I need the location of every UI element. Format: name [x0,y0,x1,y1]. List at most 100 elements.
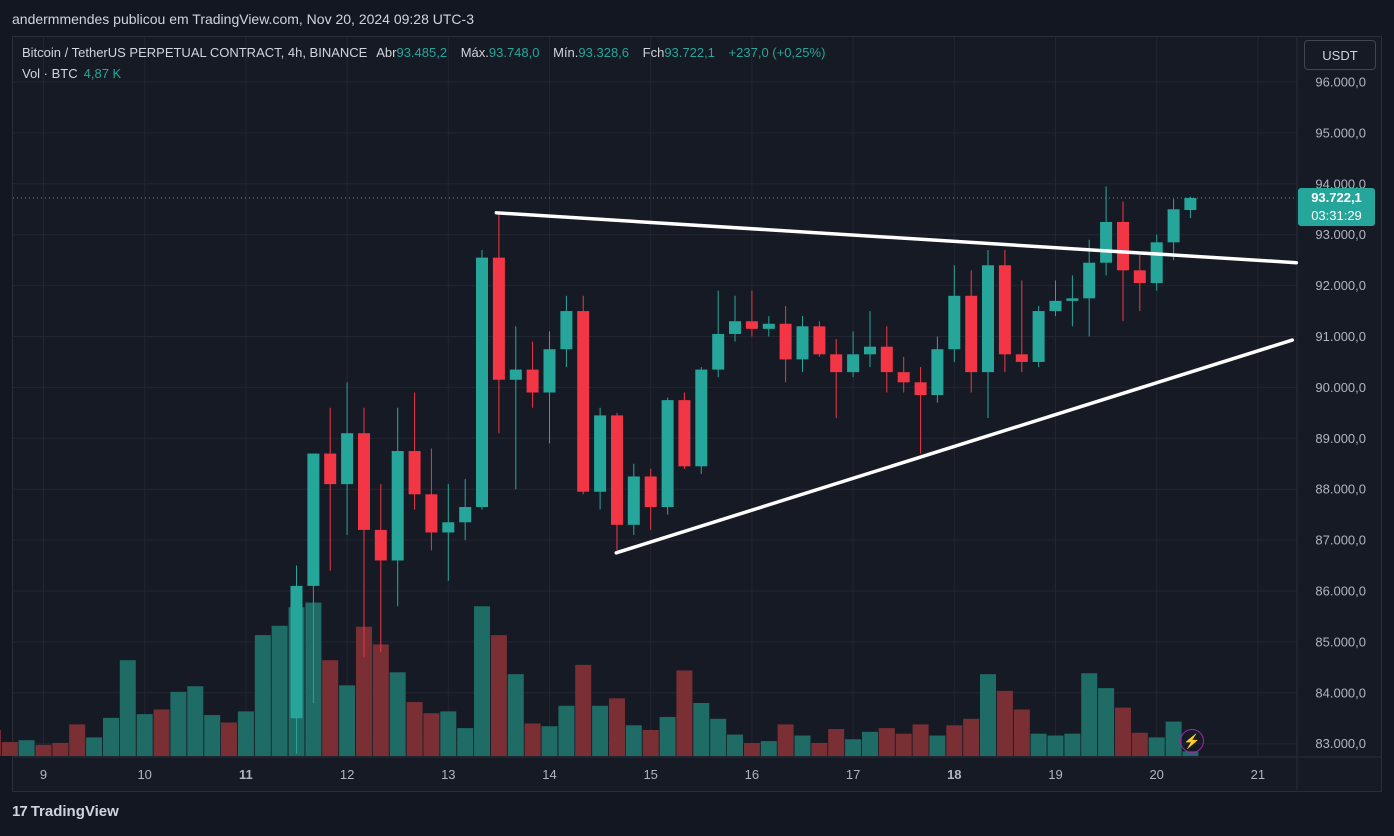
high-label: Máx. [460,45,489,60]
candle-body [408,451,421,495]
candle-body [880,346,893,373]
time-tick-label: 18 [947,767,961,782]
candle-body [594,415,607,492]
candle-body [1032,311,1045,362]
candle-body [611,415,624,525]
currency-button[interactable]: USDT [1304,40,1376,70]
candle-body [341,433,354,485]
price-tick-label: 88.000,0 [1315,482,1366,497]
volume-bar [1,742,18,756]
volume-bar [659,716,676,756]
candle-body [981,265,994,373]
volume-bar [119,660,136,756]
volume-bar [136,714,153,756]
candle-body [1184,197,1197,211]
candle-body [627,476,640,525]
volume-bar [86,737,103,756]
candle-body [290,585,303,719]
open-label: Abr [376,45,397,60]
volume-bar [1131,732,1148,756]
footer-brand[interactable]: 17 TradingView [12,803,119,820]
volume-bar [743,742,760,756]
volume-bar [996,690,1013,756]
volume-bar [237,711,254,756]
price-tick-label: 95.000,0 [1315,125,1366,140]
volume-bar [541,726,558,756]
time-tick-label: 16 [745,767,759,782]
volume-bar [69,724,86,756]
candle-body [577,311,590,492]
volume-value: 4,87 K [83,66,122,81]
candle-body [391,451,404,561]
time-tick-label: 12 [340,767,354,782]
volume-bar [153,709,170,756]
volume-bar [929,735,946,756]
candle-body [492,257,505,380]
volume-bar [592,705,609,756]
volume-bar [103,717,120,756]
volume-bar [912,724,929,756]
candle-body [1133,270,1146,284]
candle-body [459,507,472,523]
volume-bar [1182,751,1199,756]
time-tick-label: 15 [643,767,657,782]
candle-body [1083,262,1096,299]
volume-bar [339,685,356,756]
volume-bar [828,729,845,756]
low-label: Mín. [553,45,579,60]
lightning-icon[interactable]: ⚡ [1180,729,1204,753]
candle-body [442,522,455,533]
candle-body [425,494,438,533]
last-price-tag: 93.722,1 03:31:29 [1298,188,1375,226]
candle-body [1167,209,1180,243]
candle-body [779,323,792,360]
time-tick-label: 17 [846,767,860,782]
volume-bar [356,626,373,756]
candle-body [324,453,337,485]
volume-bar [1013,709,1030,756]
tradingview-logo-icon: 17 [12,803,28,820]
candle-body [644,476,657,508]
volume-bar [862,731,879,756]
candle-body [475,257,488,508]
high-value: 93.748,0 [488,45,540,60]
candle-body [307,453,320,586]
volume-bar [1115,707,1132,756]
volume-bar [170,691,187,756]
volume-bar [642,729,659,756]
volume-bar [406,702,423,756]
candle-body [897,372,910,383]
volume-bar [1047,735,1064,756]
candle-body [762,323,775,329]
volume-bar [52,742,69,756]
time-tick-label: 21 [1251,767,1265,782]
candle-body [526,369,539,393]
candle-body [998,265,1011,355]
symbol-title[interactable]: Bitcoin / TetherUS PERPETUAL CONTRACT, 4… [22,45,368,60]
volume-bar [440,711,457,756]
candle-body [948,295,961,350]
volume-bar [710,718,727,756]
volume-bar [524,723,541,756]
volume-bar [1148,737,1165,756]
candle-body [813,326,826,355]
volume-bar [507,674,524,756]
price-tick-label: 96.000,0 [1315,75,1366,90]
volume-bar [423,713,440,756]
price-tick-label: 90.000,0 [1315,380,1366,395]
volume-bar [254,635,271,756]
volume-bar [0,729,1,756]
volume-bar [777,724,794,756]
change-value: +237,0 (+0,25%) [728,45,826,60]
time-tick-label: 14 [542,767,556,782]
candle-body [661,400,674,508]
volume-label: Vol · BTC [22,66,78,81]
volume-bar [575,664,592,756]
candle-body [728,321,741,334]
volume-bar [271,625,288,756]
volume-bar [35,744,52,756]
candle-body [1100,221,1113,263]
candle-body [931,349,944,396]
volume-bar [389,672,406,756]
